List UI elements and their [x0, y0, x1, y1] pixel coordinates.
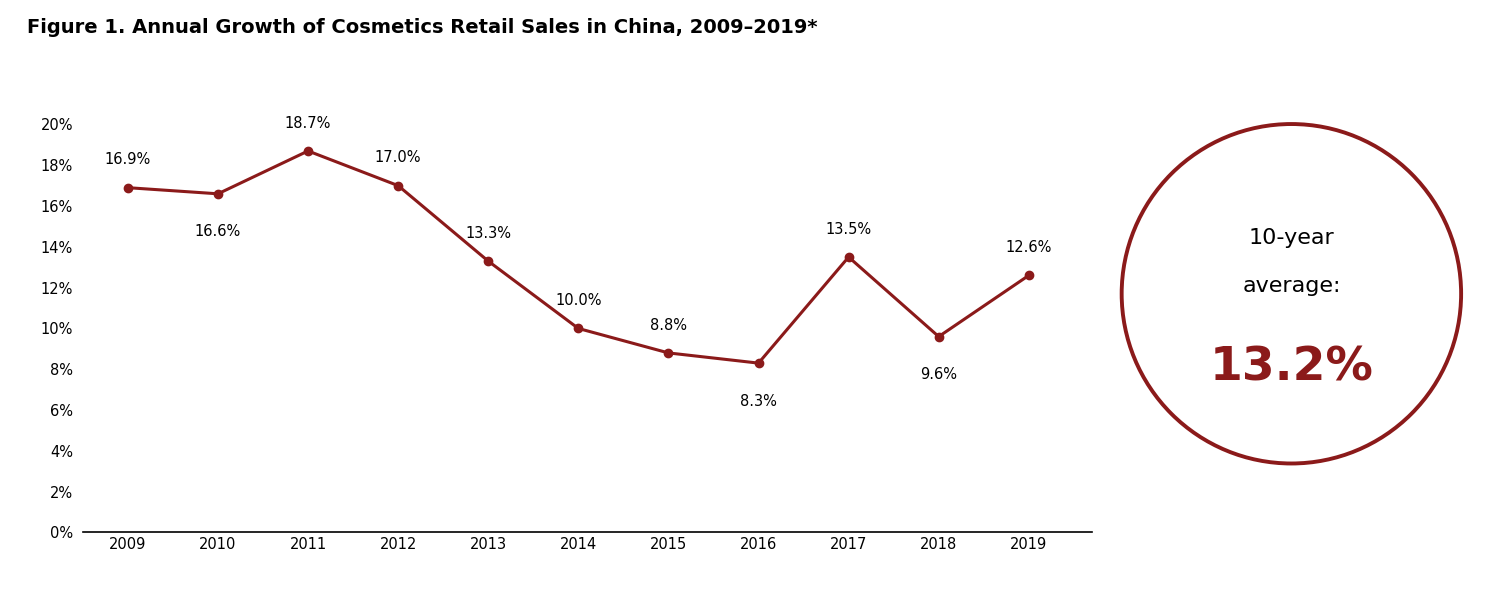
- Text: 13.2%: 13.2%: [1209, 345, 1373, 390]
- Text: 8.3%: 8.3%: [739, 394, 777, 409]
- Text: 13.5%: 13.5%: [825, 222, 872, 237]
- Text: Figure 1. Annual Growth of Cosmetics Retail Sales in China, 2009–2019*: Figure 1. Annual Growth of Cosmetics Ret…: [27, 18, 818, 37]
- Text: 9.6%: 9.6%: [920, 367, 958, 382]
- Text: 18.7%: 18.7%: [285, 116, 331, 130]
- Text: average:: average:: [1242, 277, 1340, 296]
- Text: 12.6%: 12.6%: [1006, 240, 1053, 255]
- Text: 10-year: 10-year: [1248, 228, 1334, 248]
- Text: 16.6%: 16.6%: [194, 225, 241, 239]
- Text: 16.9%: 16.9%: [105, 152, 151, 167]
- Text: 13.3%: 13.3%: [465, 226, 511, 241]
- Text: 10.0%: 10.0%: [556, 293, 601, 308]
- Text: 17.0%: 17.0%: [375, 150, 422, 165]
- Text: 8.8%: 8.8%: [651, 318, 687, 332]
